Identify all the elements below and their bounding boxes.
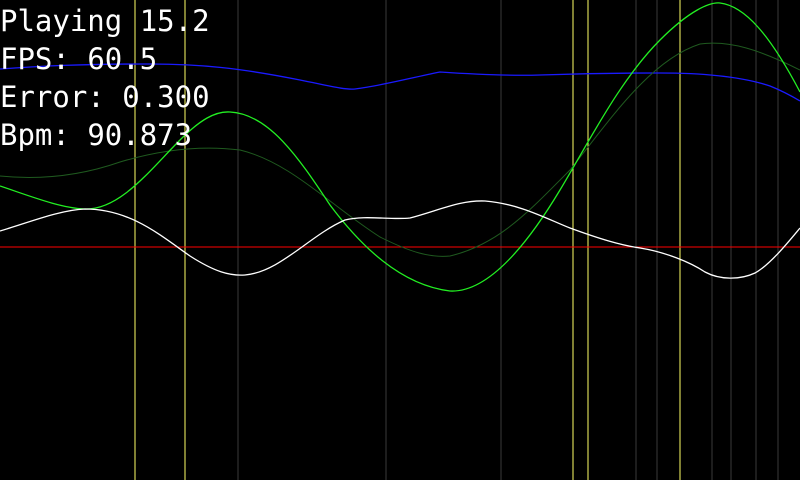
- green-curve-dim: [0, 42, 800, 257]
- grid-markers: [237, 0, 779, 480]
- blue-curve: [0, 63, 800, 102]
- error-label: Error:: [0, 80, 105, 114]
- green-curve: [0, 2, 800, 292]
- playing-readout: Playing 15.2: [0, 2, 210, 40]
- error-readout: Error: 0.300: [0, 78, 210, 116]
- beat-markers: [134, 0, 681, 480]
- fps-value: 60.5: [87, 42, 158, 76]
- error-value: 0.300: [122, 80, 210, 114]
- white-curve: [0, 200, 800, 279]
- fps-readout: FPS: 60.5: [0, 40, 210, 78]
- fps-label: FPS:: [0, 42, 70, 76]
- playing-value: 15.2: [139, 4, 210, 38]
- stats-overlay: Playing 15.2 FPS: 60.5 Error: 0.300 Bpm:…: [0, 2, 210, 154]
- bpm-label: Bpm:: [0, 118, 70, 152]
- bpm-value: 90.873: [87, 118, 193, 152]
- playing-label: Playing: [0, 4, 123, 38]
- bpm-readout: Bpm: 90.873: [0, 116, 210, 154]
